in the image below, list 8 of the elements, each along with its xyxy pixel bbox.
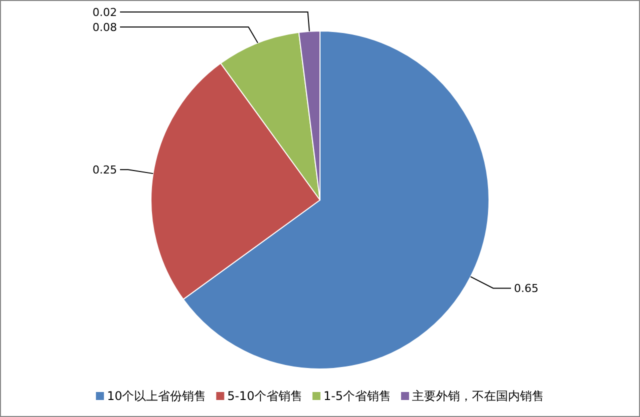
data-label: 0.25 — [92, 164, 117, 177]
legend-label: 1-5个省销售 — [323, 389, 392, 403]
legend-label: 5-10个省销售 — [227, 389, 302, 403]
data-label: 0.65 — [514, 282, 538, 296]
legend-label: 主要外销，不在国内销售 — [412, 389, 544, 403]
legend-label: 10个以上省份销售 — [106, 389, 206, 403]
data-label: 0.08 — [92, 21, 117, 34]
data-label: 0.02 — [92, 6, 117, 19]
